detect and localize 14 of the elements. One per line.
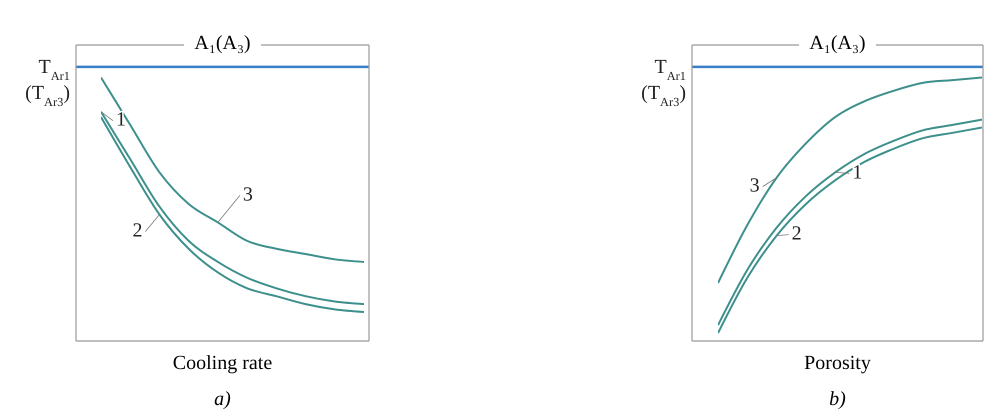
text: A₁(A₃) xyxy=(184,32,261,54)
series-label: 3 xyxy=(750,174,760,197)
text: b) xyxy=(828,388,847,411)
series-label: 3 xyxy=(242,183,253,206)
ref-line-label: T$_{Ar1}$ (T$_{Ar3}$) xyxy=(25,56,70,109)
series-label: 1 xyxy=(852,161,862,184)
series-label: 1 xyxy=(116,108,126,131)
series-label: 2 xyxy=(792,222,802,245)
series-label: 2 xyxy=(132,220,142,242)
x-axis-title: Porosity xyxy=(803,352,872,375)
text: a) xyxy=(213,388,232,411)
ref-line-label: T$_{Ar1}$ (T$_{Ar3}$) xyxy=(641,56,686,109)
text: A₁(A₃) xyxy=(799,32,876,54)
x-axis-title: Cooling rate xyxy=(172,352,274,375)
